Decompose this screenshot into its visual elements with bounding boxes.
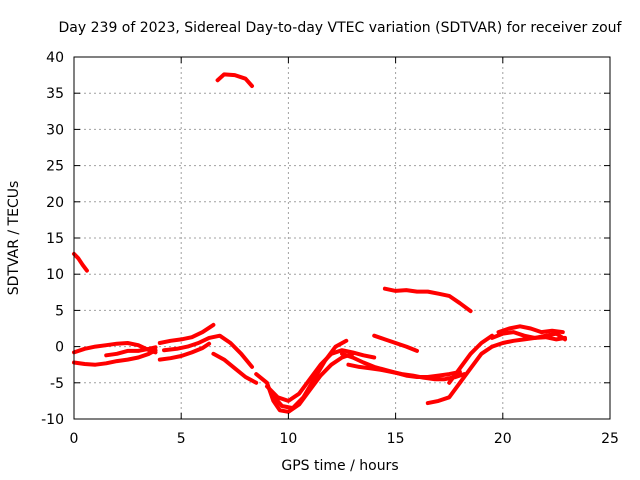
x-tick-label: 20 bbox=[494, 431, 512, 447]
series-arc-7 bbox=[162, 333, 254, 369]
series-arc-21 bbox=[490, 330, 567, 342]
series-arc-15 bbox=[372, 333, 419, 353]
series-arc-18 bbox=[447, 333, 495, 385]
x-tick-label: 0 bbox=[70, 431, 79, 447]
x-tick-label: 15 bbox=[387, 431, 405, 447]
grid bbox=[74, 57, 610, 419]
y-axis-label: SDTVAR / TECUs bbox=[6, 181, 22, 296]
y-tick-label: 5 bbox=[55, 303, 64, 319]
series-arc-20 bbox=[496, 324, 565, 335]
y-tick-label: -5 bbox=[50, 376, 64, 392]
y-tick-label: -10 bbox=[41, 412, 64, 428]
y-tick-label: 0 bbox=[55, 340, 64, 356]
series-arc-12 bbox=[269, 338, 349, 411]
series-arc-17 bbox=[425, 344, 495, 406]
series-arc-14 bbox=[346, 362, 467, 382]
axis-ticks: 0 5 10 15 20 25 -10 -5 0 5 10 15 20 25 30 35 40 bbox=[41, 50, 619, 447]
series-arc-1 bbox=[72, 251, 89, 273]
y-tick-label: 20 bbox=[46, 195, 64, 211]
x-axis-label: GPS time / hours bbox=[281, 458, 398, 474]
y-tick-label: 40 bbox=[46, 50, 64, 66]
x-tick-label: 25 bbox=[601, 431, 619, 447]
x-tick-label: 5 bbox=[177, 431, 186, 447]
series-arc-4 bbox=[104, 345, 158, 358]
y-tick-label: 25 bbox=[46, 159, 64, 175]
y-tick-label: 10 bbox=[46, 267, 64, 283]
series-arc-5 bbox=[157, 341, 212, 362]
plot-area bbox=[72, 72, 567, 414]
series-arc-3 bbox=[72, 348, 158, 367]
series-arc-8 bbox=[211, 351, 259, 385]
x-tick-label: 10 bbox=[279, 431, 297, 447]
series-arc-9 bbox=[215, 72, 254, 88]
y-tick-label: 35 bbox=[46, 86, 64, 102]
series-arc-6 bbox=[157, 322, 216, 345]
y-tick-label: 30 bbox=[46, 122, 64, 138]
series-arc-16 bbox=[382, 286, 473, 314]
y-tick-label: 15 bbox=[46, 231, 64, 247]
chart-title: Day 239 of 2023, Sidereal Day-to-day VTE… bbox=[59, 20, 623, 36]
